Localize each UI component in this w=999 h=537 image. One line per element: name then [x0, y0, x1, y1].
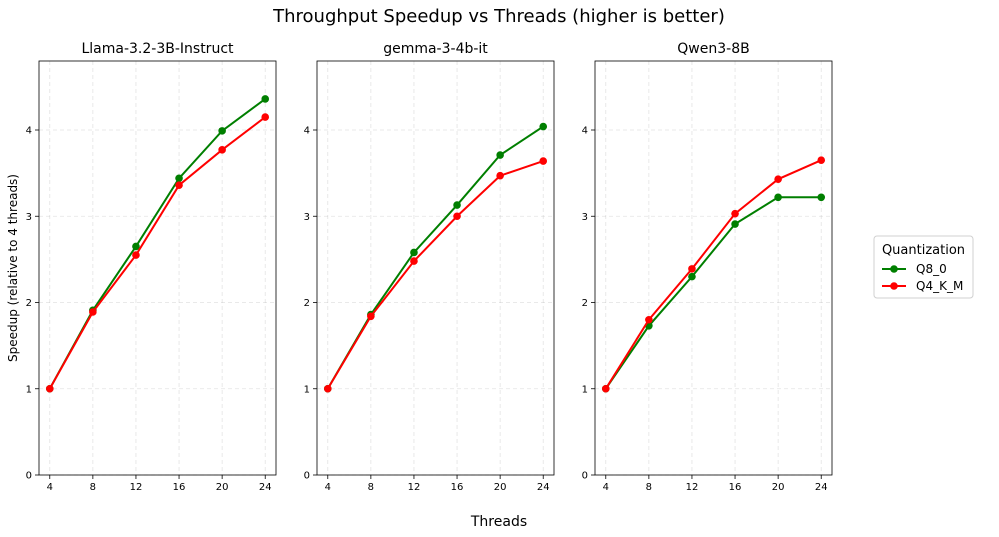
series-q4-k-m	[45, 113, 270, 393]
x-tick-label: 12	[408, 482, 421, 493]
series-line	[326, 160, 544, 390]
series-line	[604, 159, 822, 390]
y-tick-label: 1	[582, 384, 588, 395]
data-point	[132, 251, 140, 259]
data-point	[539, 157, 548, 165]
y-tick-label: 0	[582, 471, 588, 482]
y-axis-label: Speedup (relative to 4 threads)	[6, 174, 20, 362]
series-line	[326, 125, 544, 390]
legend-title: Quantization	[882, 243, 965, 258]
legend: Quantization Q8_0 Q4_K_M	[873, 235, 974, 299]
x-axis-label: Threads	[470, 514, 527, 530]
x-tick-label: 12	[130, 482, 143, 493]
series-q4-k-m	[323, 157, 548, 393]
x-tick-label: 20	[216, 482, 229, 493]
x-tick-label: 8	[368, 482, 374, 493]
y-tick-label: 4	[304, 126, 310, 137]
legend-entry-label: Q4_K_M	[916, 279, 963, 293]
x-tick-label: 16	[173, 482, 186, 493]
subplot-title: Qwen3-8B	[677, 41, 749, 57]
x-tick-label: 24	[815, 482, 828, 493]
x-tick-label: 8	[90, 482, 96, 493]
data-point	[175, 181, 183, 189]
data-point	[453, 201, 461, 209]
x-tick-label: 20	[772, 482, 785, 493]
data-point	[539, 122, 548, 131]
data-point	[132, 242, 140, 251]
y-tick-label: 3	[304, 212, 310, 223]
data-point	[496, 151, 504, 159]
data-point	[774, 193, 782, 202]
data-point	[453, 212, 461, 221]
y-tick-label: 3	[582, 212, 588, 223]
data-point	[645, 315, 653, 324]
series-q8-0	[601, 193, 826, 393]
x-tick-label: 4	[603, 482, 609, 493]
x-tick-label: 4	[325, 482, 331, 493]
subplot-title: Llama-3.2-3B-Instruct	[81, 41, 234, 57]
series-line	[604, 196, 822, 390]
data-point	[175, 174, 183, 183]
y-tick-label: 1	[304, 384, 310, 395]
legend-box	[873, 235, 974, 299]
x-tick-label: 4	[47, 482, 53, 493]
y-tick-label: 0	[304, 471, 310, 482]
y-tick-label: 4	[26, 126, 32, 137]
data-point	[410, 257, 418, 265]
y-tick-label: 0	[26, 471, 32, 482]
data-point	[688, 265, 696, 273]
axes-frame	[38, 60, 277, 476]
legend-swatch-marker	[890, 265, 898, 273]
x-tick-label: 24	[537, 482, 550, 493]
x-tick-label: 20	[494, 482, 507, 493]
y-tick-label: 2	[26, 298, 32, 309]
data-point	[218, 146, 226, 154]
y-tick-label: 1	[26, 384, 32, 395]
data-point	[367, 312, 375, 321]
data-point	[261, 113, 270, 121]
data-point	[731, 220, 739, 228]
data-point	[45, 384, 54, 393]
series-q8-0	[323, 122, 548, 393]
data-point	[218, 127, 226, 135]
y-tick-label: 2	[304, 298, 310, 309]
data-point	[410, 248, 418, 257]
series-q4-k-m	[601, 156, 826, 393]
data-point	[731, 209, 739, 218]
data-point	[774, 175, 782, 183]
data-point	[688, 272, 696, 281]
series-line	[48, 116, 266, 390]
data-point	[817, 193, 826, 202]
y-tick-label: 4	[582, 126, 588, 137]
data-point	[323, 384, 332, 393]
x-tick-label: 24	[259, 482, 272, 493]
x-tick-label: 16	[451, 482, 464, 493]
legend-entry-label: Q8_0	[916, 262, 947, 276]
y-tick-label: 3	[26, 212, 32, 223]
axes-frame	[316, 60, 555, 476]
axes-frame	[594, 60, 833, 476]
data-point	[601, 384, 610, 393]
x-tick-label: 8	[646, 482, 652, 493]
subplot-title: gemma-3-4b-it	[383, 41, 488, 57]
legend-swatch-marker	[890, 282, 898, 290]
data-point	[496, 171, 504, 180]
data-point	[89, 308, 97, 316]
x-tick-label: 12	[686, 482, 699, 493]
y-tick-label: 2	[582, 298, 588, 309]
x-tick-label: 16	[729, 482, 742, 493]
data-point	[261, 95, 270, 103]
data-point	[817, 156, 826, 164]
figure-title: Throughput Speedup vs Threads (higher is…	[272, 6, 725, 27]
